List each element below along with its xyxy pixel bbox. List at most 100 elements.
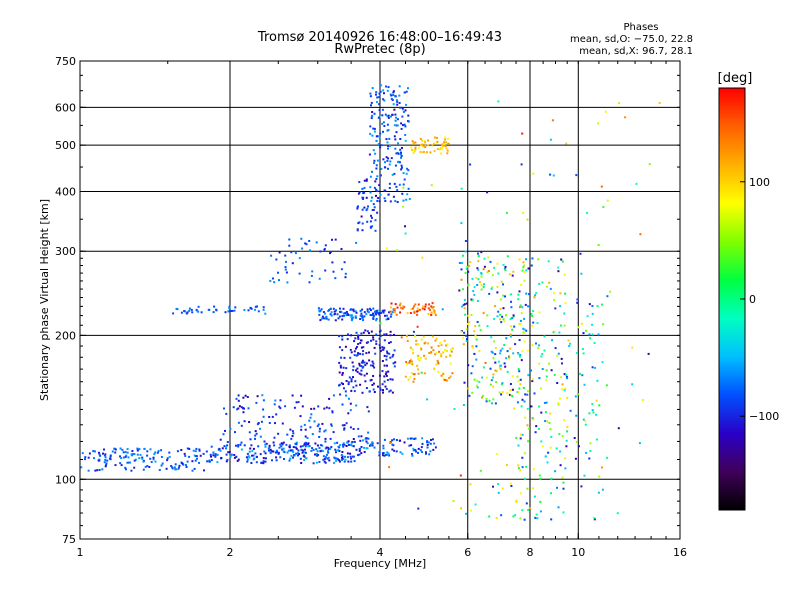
data-point bbox=[535, 342, 537, 345]
data-point bbox=[387, 453, 389, 456]
data-point bbox=[149, 448, 152, 451]
data-point bbox=[445, 355, 448, 358]
data-point bbox=[500, 514, 503, 517]
data-point bbox=[393, 365, 396, 368]
data-point bbox=[561, 435, 564, 437]
data-point bbox=[532, 487, 535, 490]
data-point bbox=[378, 337, 381, 340]
data-point bbox=[288, 459, 291, 462]
data-point bbox=[292, 456, 294, 459]
data-point bbox=[510, 306, 513, 309]
data-point bbox=[558, 331, 561, 334]
data-point bbox=[395, 439, 398, 441]
data-point bbox=[601, 466, 603, 469]
data-point bbox=[242, 407, 245, 410]
data-point bbox=[594, 366, 597, 369]
data-point bbox=[180, 311, 183, 314]
data-point bbox=[97, 459, 100, 462]
data-point bbox=[194, 455, 197, 457]
data-point bbox=[437, 344, 440, 347]
data-point bbox=[369, 95, 372, 98]
data-point bbox=[414, 141, 417, 144]
data-point bbox=[432, 309, 435, 311]
data-point bbox=[554, 347, 557, 350]
data-point bbox=[353, 340, 356, 343]
data-point bbox=[524, 477, 527, 480]
data-point bbox=[597, 244, 600, 246]
data-point bbox=[435, 337, 438, 340]
data-point bbox=[364, 329, 367, 332]
data-point bbox=[472, 290, 475, 293]
data-point bbox=[228, 451, 231, 454]
data-point bbox=[357, 192, 360, 195]
data-point bbox=[459, 474, 462, 477]
data-point bbox=[240, 424, 243, 427]
data-point bbox=[531, 315, 534, 317]
data-point bbox=[340, 311, 343, 314]
data-point bbox=[369, 191, 372, 194]
data-point bbox=[235, 444, 237, 447]
data-point bbox=[553, 330, 556, 333]
data-point bbox=[293, 454, 296, 457]
data-point bbox=[555, 447, 558, 450]
data-point bbox=[138, 457, 141, 460]
data-point bbox=[527, 374, 530, 377]
data-point bbox=[382, 447, 385, 450]
data-point bbox=[288, 238, 291, 241]
data-point bbox=[379, 322, 382, 325]
data-point bbox=[523, 340, 526, 343]
data-point bbox=[338, 450, 341, 452]
data-point bbox=[362, 350, 365, 353]
data-point bbox=[393, 135, 396, 138]
data-point bbox=[123, 456, 125, 459]
data-point bbox=[465, 268, 468, 270]
data-point bbox=[382, 311, 385, 314]
data-point bbox=[280, 442, 283, 445]
data-point bbox=[554, 307, 557, 310]
data-point bbox=[398, 304, 401, 307]
data-point bbox=[503, 344, 506, 346]
data-point bbox=[417, 368, 419, 371]
data-point bbox=[375, 343, 378, 345]
data-point bbox=[389, 378, 392, 381]
data-point bbox=[499, 368, 502, 371]
data-point bbox=[477, 252, 479, 255]
data-point bbox=[510, 325, 513, 328]
data-point bbox=[154, 460, 157, 463]
data-point bbox=[588, 412, 591, 415]
data-point bbox=[337, 449, 340, 452]
data-point bbox=[492, 373, 495, 376]
data-point bbox=[567, 339, 570, 342]
data-point bbox=[563, 373, 566, 376]
data-point bbox=[324, 429, 327, 432]
data-point bbox=[466, 265, 469, 268]
data-point bbox=[342, 442, 345, 445]
data-point bbox=[400, 153, 402, 156]
data-point bbox=[409, 437, 412, 440]
data-point bbox=[493, 340, 496, 343]
data-point bbox=[94, 469, 97, 472]
data-point bbox=[502, 294, 505, 297]
data-point bbox=[344, 345, 347, 348]
data-point bbox=[490, 336, 493, 339]
data-point bbox=[292, 451, 295, 454]
data-point bbox=[297, 401, 300, 404]
data-point bbox=[410, 358, 412, 361]
data-point bbox=[383, 438, 386, 441]
data-point bbox=[559, 292, 562, 295]
data-point bbox=[383, 99, 386, 102]
data-point bbox=[299, 457, 302, 460]
data-point bbox=[311, 433, 314, 436]
data-point bbox=[380, 334, 383, 337]
data-point bbox=[418, 359, 421, 362]
data-point bbox=[371, 111, 374, 113]
data-point bbox=[541, 281, 544, 284]
data-point bbox=[421, 451, 423, 453]
data-point bbox=[366, 220, 369, 223]
data-point bbox=[247, 309, 250, 312]
data-point bbox=[344, 458, 347, 461]
data-point bbox=[557, 352, 560, 355]
data-point bbox=[545, 378, 548, 381]
data-point bbox=[333, 442, 336, 445]
data-point bbox=[417, 354, 420, 357]
